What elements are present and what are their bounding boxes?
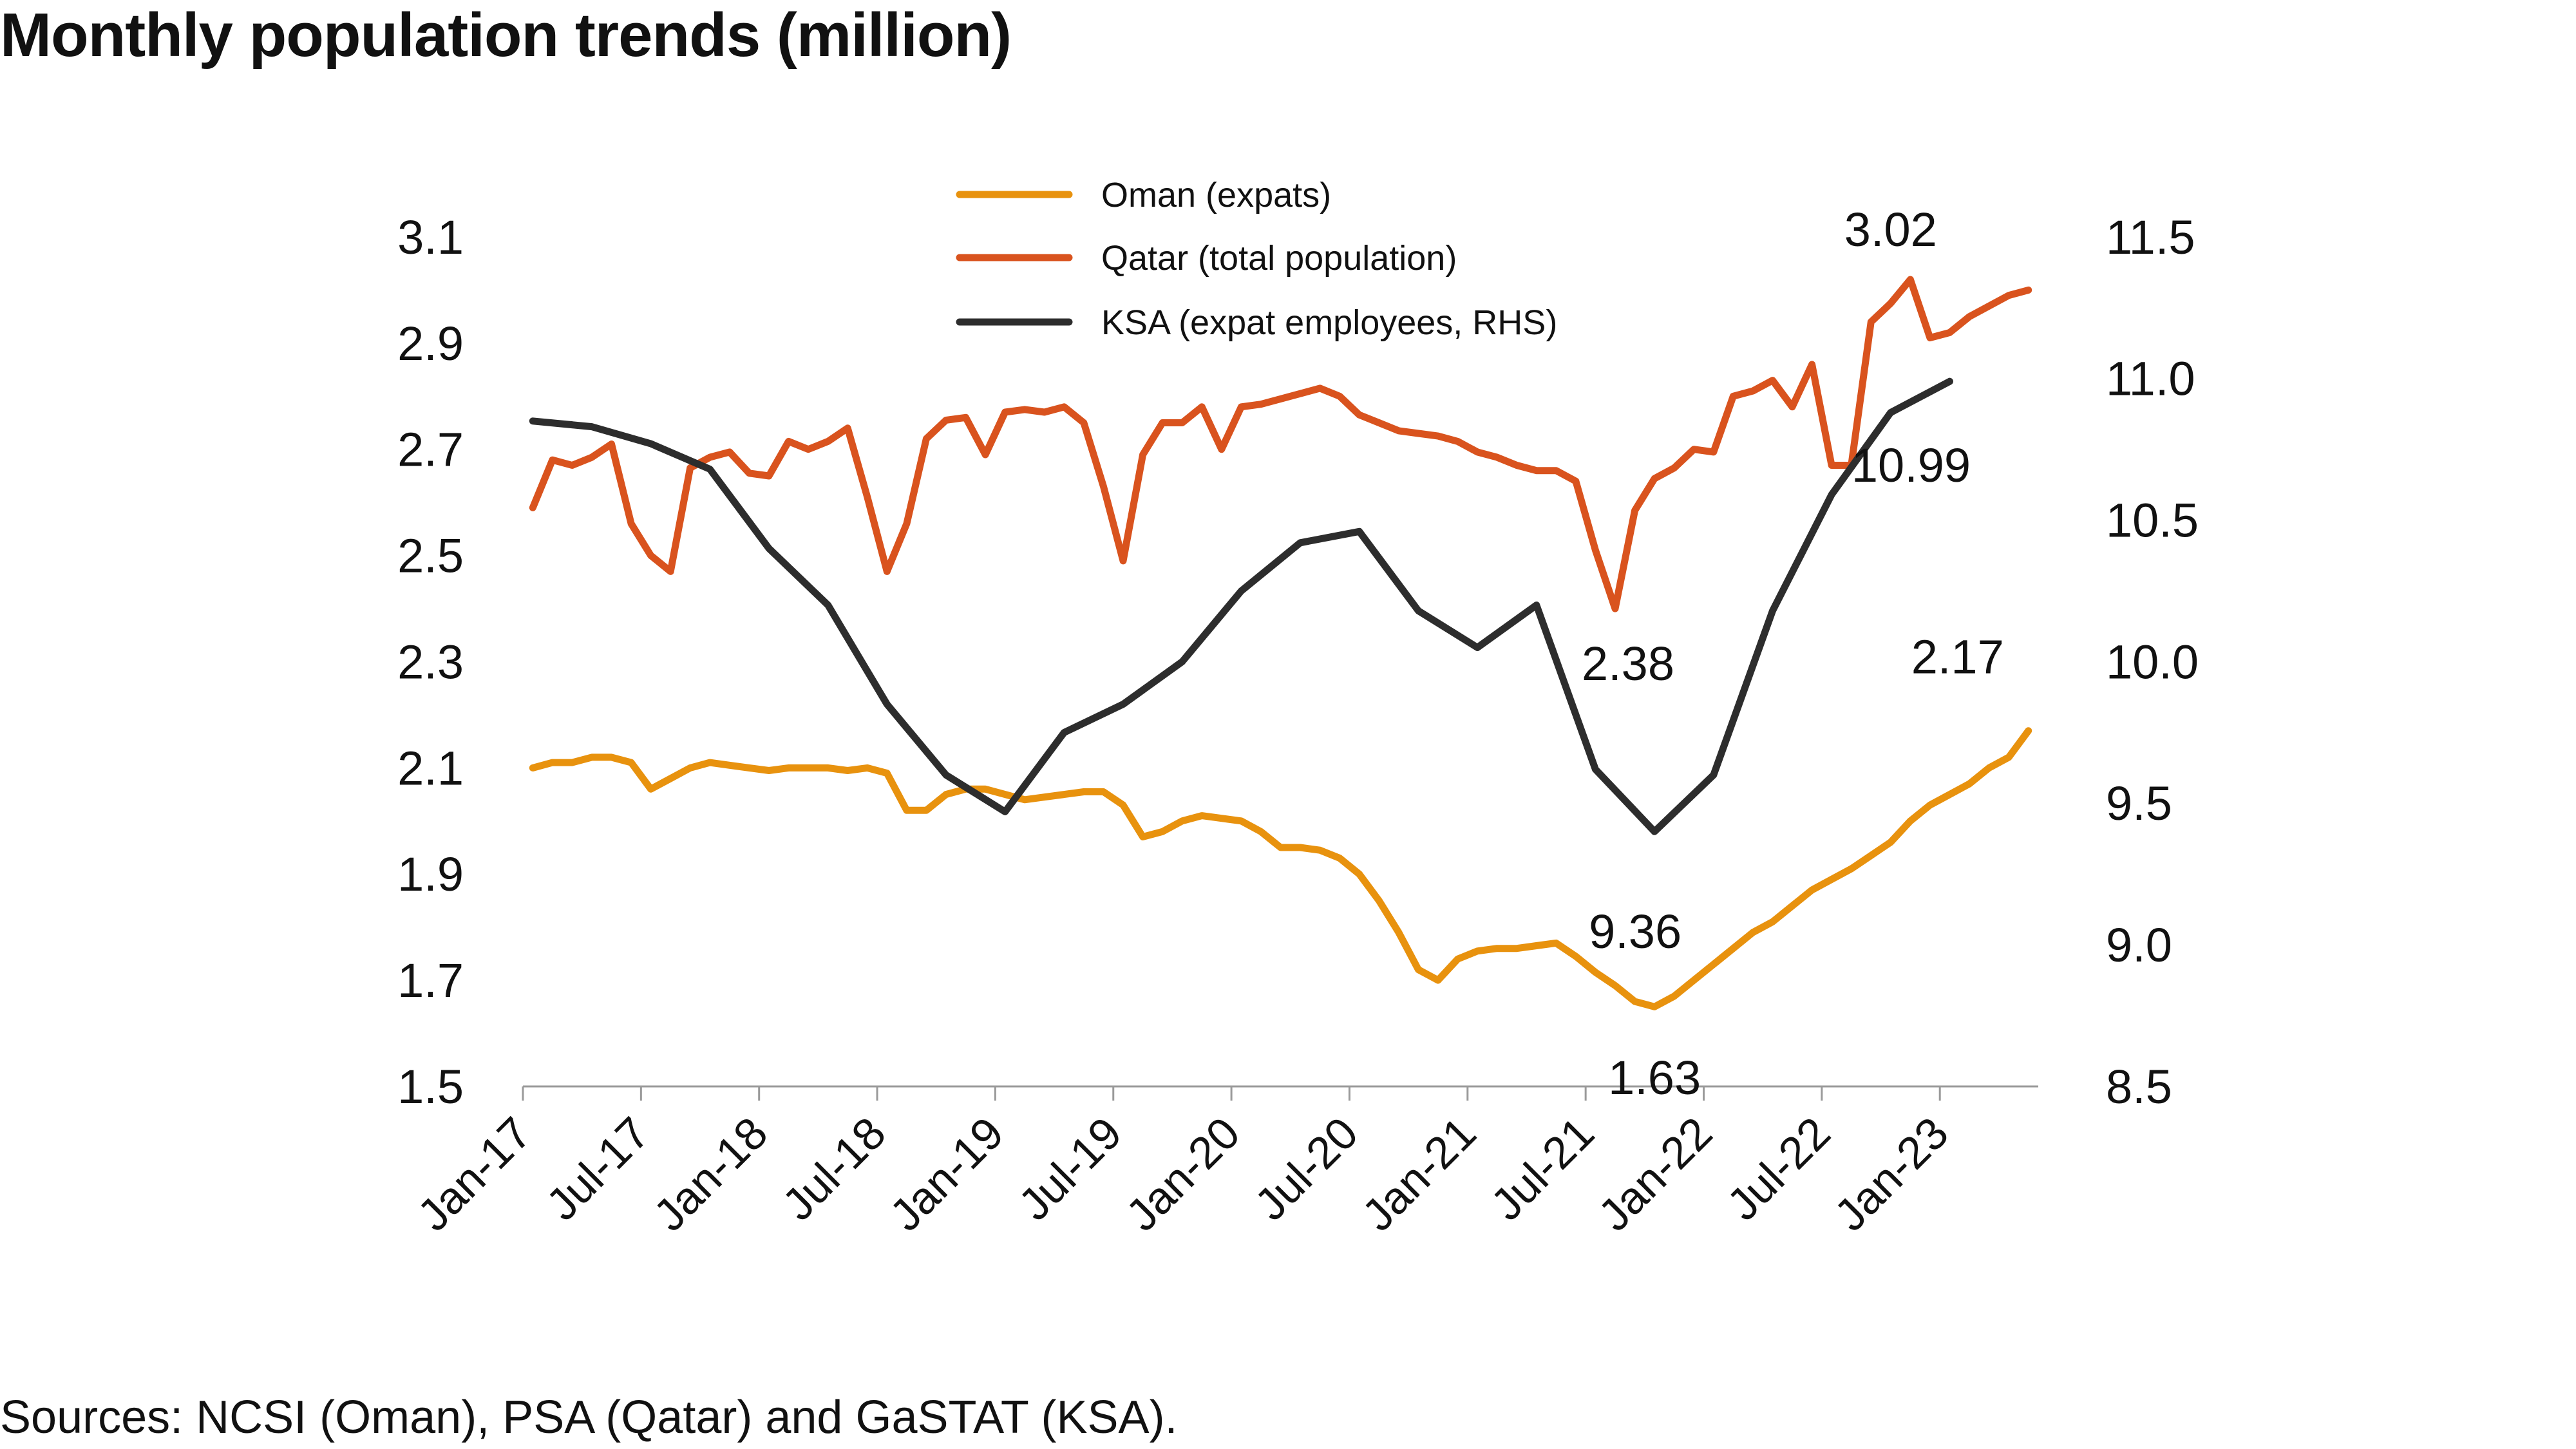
- y-left-tick-label: 2.9: [397, 317, 464, 370]
- x-tick-label: Jul-18: [773, 1108, 895, 1230]
- series-line-oman: [529, 727, 2032, 1010]
- legend-label-oman: Oman (expats): [1101, 176, 1331, 214]
- chart-title: Monthly population trends (million): [0, 1, 1012, 70]
- annotation-label: 9.36: [1589, 905, 1681, 958]
- x-tick-label: Jul-22: [1718, 1108, 1840, 1230]
- annotations: 3.02 2.38 10.99 9.36 2.17 1.63: [1582, 203, 2004, 1104]
- series-lines: [529, 276, 2032, 1010]
- y-right-tick-label: 11.0: [2106, 352, 2195, 406]
- axes: Jan-17Jul-17Jan-18Jul-18Jan-19Jul-19Jan-…: [397, 211, 2199, 1240]
- x-tick-label: Jan-20: [1117, 1108, 1250, 1241]
- x-tick-label: Jan-17: [408, 1108, 541, 1241]
- source-note: Sources: NCSI (Oman), PSA (Qatar) and Ga…: [0, 1392, 1178, 1443]
- x-tick-label: Jul-17: [536, 1108, 659, 1230]
- y-left-tick-label: 3.1: [397, 211, 464, 264]
- y-left-tick-label: 1.5: [397, 1060, 464, 1113]
- y-left-tick-label: 1.7: [397, 954, 464, 1007]
- y-left-tick-label: 2.7: [397, 423, 464, 477]
- annotation-label: 1.63: [1608, 1051, 1701, 1104]
- y-left-tick-label: 2.3: [397, 635, 464, 688]
- x-tick-label: Jan-22: [1589, 1108, 1722, 1241]
- annotation-label: 10.99: [1852, 439, 1971, 492]
- x-tick-label: Jan-23: [1825, 1108, 1958, 1241]
- y-right-tick-label: 11.5: [2106, 211, 2195, 264]
- x-tick-label: Jul-20: [1245, 1108, 1367, 1230]
- legend: Oman (expats) Qatar (total population) KSA…: [956, 176, 1557, 342]
- x-tick-label: Jul-19: [1009, 1108, 1132, 1230]
- y-right-tick-label: 10.0: [2106, 635, 2199, 688]
- series-line-ksa: [529, 377, 1953, 835]
- y-right-tick-label: 8.5: [2106, 1060, 2172, 1113]
- y-left-tick-label: 2.1: [397, 741, 464, 795]
- x-tick-label: Jan-19: [880, 1108, 1014, 1241]
- y-right-tick-label: 9.0: [2106, 918, 2172, 972]
- series-line-qatar: [529, 276, 2032, 612]
- x-tick-label: Jan-18: [644, 1108, 777, 1241]
- y-left-tick-label: 1.9: [397, 848, 464, 901]
- x-tick-label: Jul-21: [1481, 1108, 1604, 1230]
- y-right-tick-label: 9.5: [2106, 777, 2172, 830]
- annotation-label: 3.02: [1844, 203, 1937, 256]
- x-tick-label: Jan-21: [1352, 1108, 1486, 1241]
- y-left-tick-label: 2.5: [397, 529, 464, 583]
- y-right-tick-label: 10.5: [2106, 494, 2199, 547]
- legend-label-ksa: KSA (expat employees, RHS): [1101, 303, 1557, 342]
- annotation-label: 2.17: [1911, 630, 2004, 684]
- annotation-label: 2.38: [1582, 637, 1674, 690]
- legend-label-qatar: Qatar (total population): [1101, 239, 1457, 278]
